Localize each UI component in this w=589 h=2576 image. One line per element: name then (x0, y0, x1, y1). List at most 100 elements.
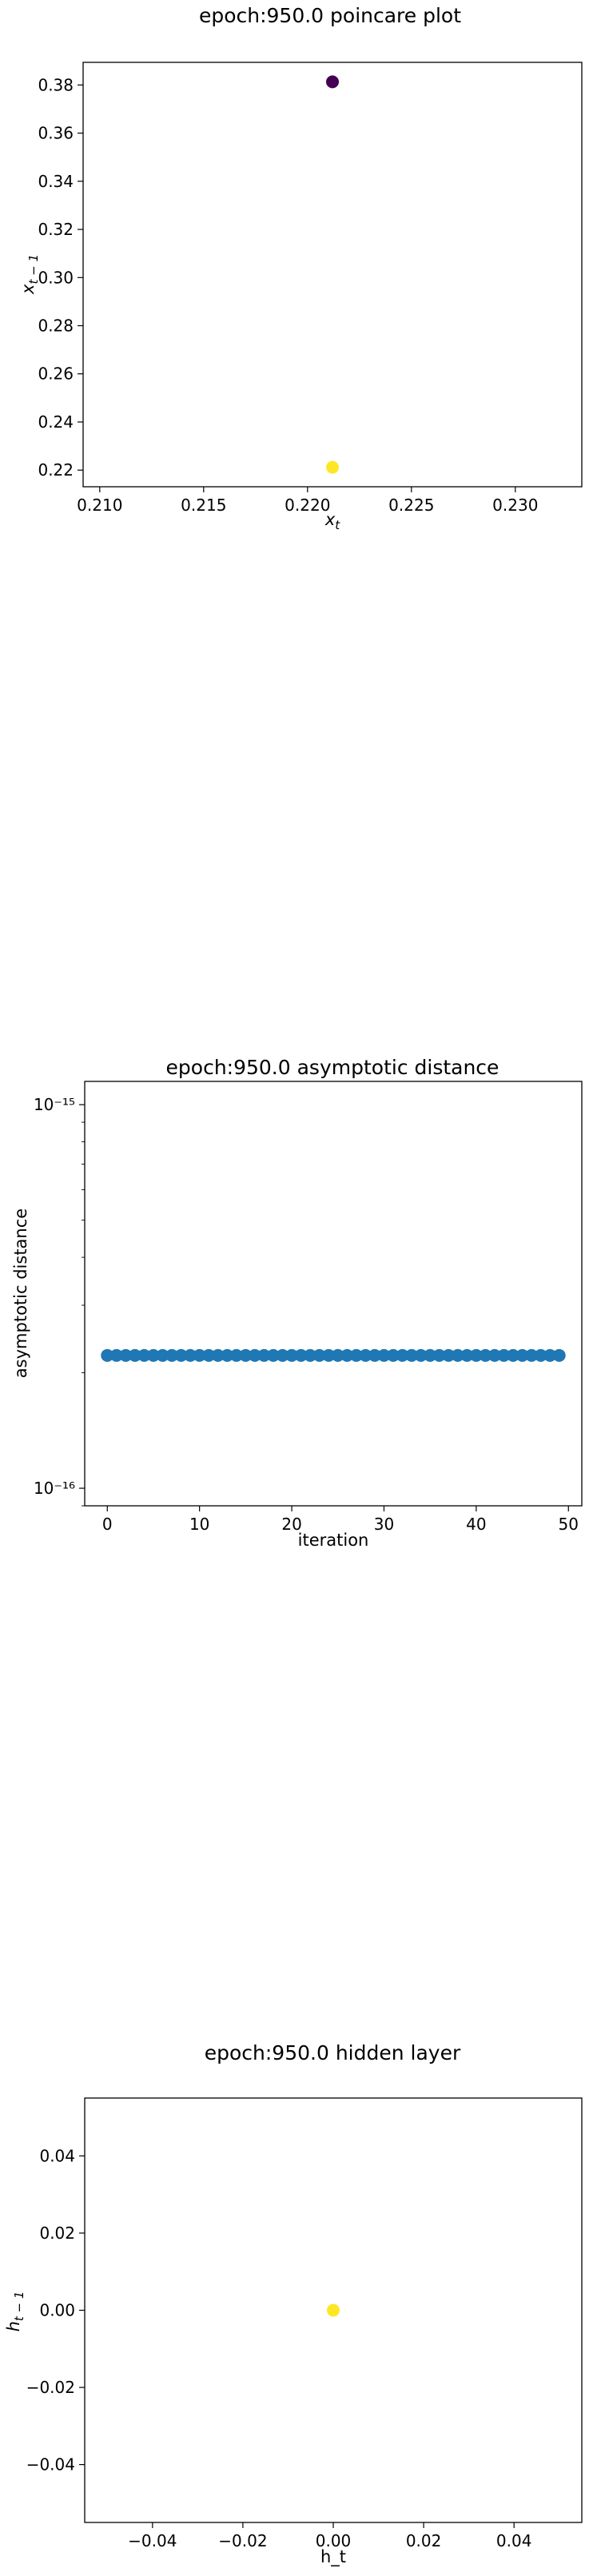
series-point (229, 1348, 243, 1362)
y-tick-label: 0.24 (38, 412, 74, 432)
series-point (276, 1348, 289, 1362)
hidden-plot-frame (84, 2097, 583, 2523)
series-point (193, 1348, 206, 1362)
x-tick-label: −0.02 (218, 2531, 267, 2550)
series-point (507, 1348, 520, 1362)
series-point (202, 1348, 216, 1362)
series-point (109, 1348, 123, 1362)
hidden-ylabel-main: h (4, 2321, 23, 2331)
hidden-ylabel: ht − 1 (4, 2291, 26, 2332)
series-point (119, 1348, 133, 1362)
x-tick-label: 0.230 (492, 496, 538, 515)
series-point (285, 1348, 299, 1362)
x-tick-label: 20 (281, 1515, 301, 1534)
series-point (257, 1348, 271, 1362)
asymptotic-points (101, 1348, 566, 1362)
series-point (239, 1348, 253, 1362)
x-tick-label: 0.04 (496, 2531, 532, 2550)
x-tick-label: 0 (102, 1515, 113, 1534)
series-point (552, 1348, 566, 1362)
series-point (414, 1348, 428, 1362)
poincare-plot-frame (82, 62, 583, 488)
series-point (349, 1348, 363, 1362)
hidden-points (327, 2303, 340, 2317)
y-tick-label: 0.02 (39, 2224, 75, 2243)
series-point (137, 1348, 151, 1362)
poincare-ylabel: xt − 1 (18, 254, 41, 295)
y-tick-label: 0.22 (38, 460, 74, 480)
series-point (442, 1348, 456, 1362)
y-tick-label: 10⁻¹⁵ (34, 1095, 75, 1114)
x-tick-label: 0.210 (77, 496, 122, 515)
y-tick-label: −0.02 (26, 2378, 75, 2397)
y-tick-label: 0.00 (39, 2301, 75, 2320)
series-point (156, 1348, 169, 1362)
hidden-ylabel-sub: t − 1 (12, 2291, 26, 2322)
x-tick-label: 0.215 (181, 496, 226, 515)
asymptotic-title: epoch:950.0 asymptotic distance (166, 1056, 499, 1079)
series-point (497, 1348, 511, 1362)
series-point (248, 1348, 261, 1362)
series-point (340, 1348, 354, 1362)
y-tick-label: 0.36 (38, 124, 74, 143)
y-tick-label: −0.04 (26, 2455, 75, 2474)
hidden-xlabel: h_t (320, 2547, 346, 2567)
hidden-layer-chart: epoch:950.0 hidden layer −0.04 −0.02 0.00 0… (4, 2041, 583, 2567)
series-point (451, 1348, 464, 1362)
series-point (174, 1348, 188, 1362)
hidden-ticks: −0.04 −0.02 0.00 0.02 0.04 −0.04 −0.02 0.00 0.02… (26, 2146, 532, 2550)
y-tick-label: 10⁻¹⁶ (34, 1479, 75, 1498)
series-point (165, 1348, 179, 1362)
series-point (312, 1348, 326, 1362)
series-point (515, 1348, 529, 1362)
x-tick-label: 0.02 (406, 2531, 442, 2550)
series-point (469, 1348, 483, 1362)
series-point (543, 1348, 557, 1362)
poincare-xlabel-sub: t (335, 518, 340, 532)
x-tick-label: 0.225 (388, 496, 434, 515)
x-tick-label: 0.220 (285, 496, 330, 515)
series-point (266, 1348, 280, 1362)
x-tick-label: 40 (466, 1515, 486, 1534)
poincare-chart: epoch:950.0 poincare plot 0.210 0.215 0.22… (18, 4, 583, 532)
series-point (479, 1348, 492, 1362)
y-tick-label: 0.38 (38, 75, 74, 94)
poincare-ylabel-sub: t − 1 (26, 254, 41, 285)
series-point (396, 1348, 409, 1362)
series-point (368, 1348, 381, 1362)
y-tick-label: 0.26 (38, 364, 74, 384)
series-point (322, 1348, 336, 1362)
x-tick-label: 10 (189, 1515, 209, 1534)
hidden-title: epoch:950.0 hidden layer (205, 2041, 461, 2064)
series-point (304, 1348, 317, 1362)
series-point (377, 1348, 391, 1362)
poincare-points (326, 75, 339, 474)
series-point (387, 1348, 400, 1362)
poincare-ticks: 0.210 0.215 0.220 0.225 0.230 0.22 0.24 0.26 0.2… (38, 75, 538, 515)
asymptotic-plot-frame (84, 1081, 583, 1507)
y-tick-label: 0.04 (39, 2146, 75, 2165)
series-point (424, 1348, 437, 1362)
scatter-point (327, 2303, 340, 2317)
series-point (488, 1348, 501, 1362)
poincare-xlabel-main: x (324, 510, 336, 529)
poincare-xlabel: xt (324, 510, 340, 532)
x-tick-label: −0.04 (128, 2531, 177, 2550)
asymptotic-ylabel: asymptotic distance (11, 1208, 30, 1378)
asymptotic-distance-chart: epoch:950.0 asymptotic distance 0 10 20 30 4… (11, 1056, 583, 1550)
x-tick-label: 30 (374, 1515, 394, 1534)
series-point (359, 1348, 372, 1362)
series-point (534, 1348, 547, 1362)
series-point (221, 1348, 234, 1362)
series-point (128, 1348, 141, 1362)
y-tick-label: 0.32 (38, 220, 74, 239)
poincare-ylabel-main: x (18, 284, 38, 295)
series-point (184, 1348, 197, 1362)
series-point (101, 1348, 114, 1362)
scatter-point (326, 75, 339, 89)
y-tick-label: 0.28 (38, 317, 74, 336)
series-point (211, 1348, 225, 1362)
series-point (146, 1348, 160, 1362)
y-tick-label: 0.34 (38, 172, 74, 191)
